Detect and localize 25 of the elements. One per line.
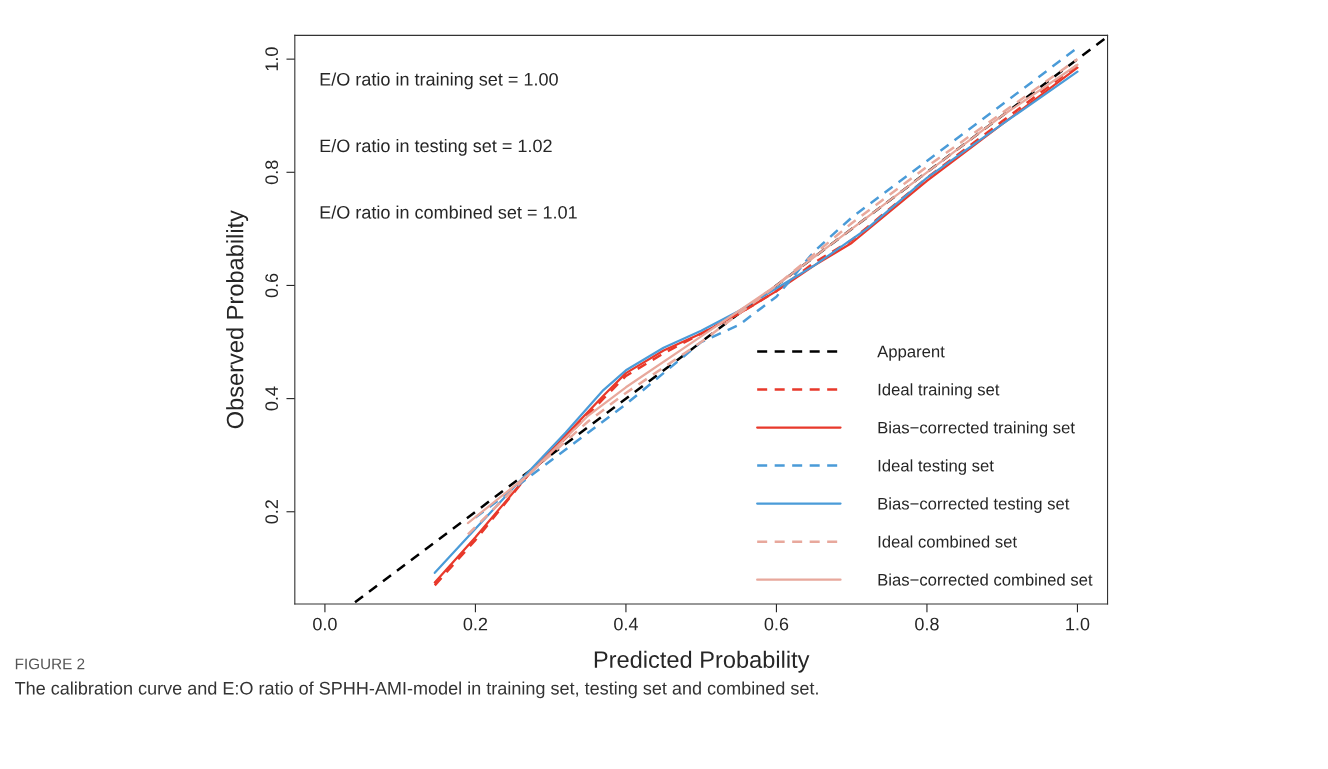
x-tick-label: 0.2 (463, 617, 488, 631)
y-axis-title: Observed Probability (226, 210, 249, 429)
x-tick-label: 0.8 (915, 617, 939, 631)
x-tick-label: 1.0 (1066, 617, 1090, 631)
y-tick-label: 0.4 (265, 386, 279, 411)
x-tick-label: 0.6 (764, 617, 789, 631)
legend-label: Bias−corrected combined set (878, 573, 1093, 586)
legend-label: Ideal combined set (878, 535, 1017, 548)
x-tick-label: 0.0 (313, 617, 337, 631)
legend-label: Ideal training set (878, 383, 1000, 399)
legend-label: Bias−corrected training set (878, 421, 1075, 437)
y-tick-label: 0.6 (265, 273, 279, 298)
y-tick-label: 0.8 (265, 160, 279, 185)
x-axis-title: Predicted Probability (594, 650, 810, 673)
caption: FIGURE 2 (15, 658, 85, 670)
y-tick-label: 1.0 (265, 47, 279, 71)
y-tick-label: 0.2 (265, 500, 279, 524)
legend-label: Bias−corrected testing set (878, 497, 1070, 513)
legend-label: Apparent (877, 345, 945, 361)
legend-label: Ideal testing set (878, 459, 994, 475)
text: The calibration curve and E:O ratio of SPHH-AMI-model in training set, testing set and combined set. (15, 681, 818, 699)
annotation: E/O ratio in training set = 1.00 (320, 72, 558, 90)
annotation: E/O ratio in combined set = 1.01 (320, 205, 577, 219)
x-tick-label: 0.4 (614, 617, 638, 631)
annotation: E/O ratio in testing set = 1.02 (320, 138, 552, 156)
